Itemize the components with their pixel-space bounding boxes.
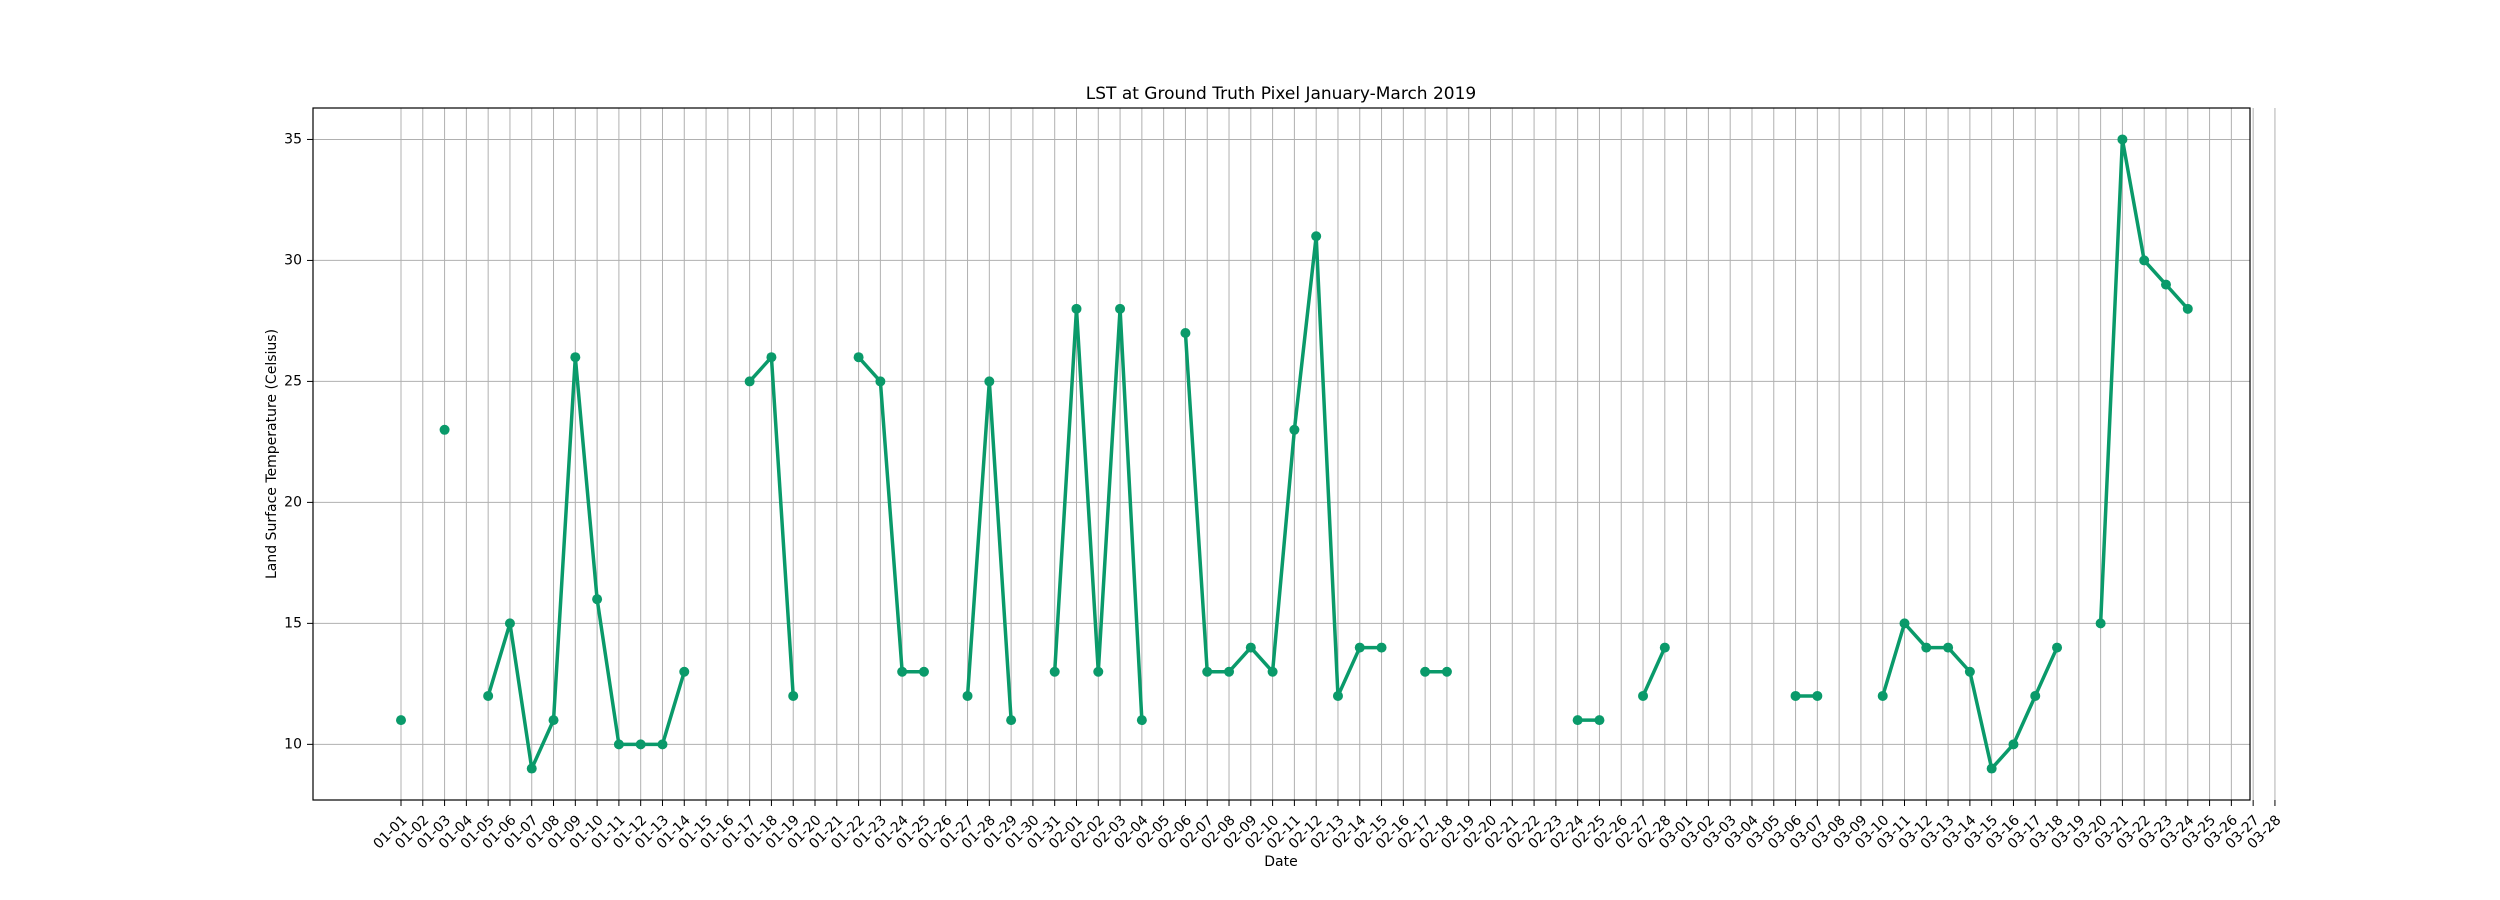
data-point-02-09 bbox=[1245, 642, 1256, 653]
data-point-01-27 bbox=[962, 690, 973, 701]
data-point-02-18 bbox=[1441, 666, 1452, 677]
data-point-02-07 bbox=[1202, 666, 1213, 677]
data-point-01-25 bbox=[918, 666, 929, 677]
y-tick-label: 10 bbox=[284, 736, 302, 752]
data-point-03-20 bbox=[2095, 618, 2106, 629]
data-point-03-22 bbox=[2139, 255, 2150, 266]
data-point-02-25 bbox=[1594, 715, 1605, 726]
data-point-03-13 bbox=[1943, 642, 1954, 653]
data-point-02-15 bbox=[1376, 642, 1387, 653]
data-point-01-24 bbox=[897, 666, 908, 677]
y-tick-label: 20 bbox=[284, 494, 302, 510]
data-point-01-23 bbox=[875, 376, 886, 387]
data-point-01-13 bbox=[657, 739, 668, 750]
series-line-segment bbox=[857, 356, 924, 674]
data-point-01-19 bbox=[788, 690, 799, 701]
data-point-02-27 bbox=[1638, 690, 1649, 701]
data-point-03-23 bbox=[2160, 279, 2171, 290]
data-point-03-21 bbox=[2117, 134, 2128, 145]
series-line-segment bbox=[486, 355, 686, 771]
data-point-02-01 bbox=[1071, 303, 1082, 314]
data-point-02-03 bbox=[1115, 303, 1126, 314]
data-point-01-17 bbox=[744, 376, 755, 387]
chart-title: LST at Ground Truth Pixel January-March … bbox=[1086, 84, 1476, 104]
data-point-01-09 bbox=[570, 352, 581, 363]
data-point-02-28 bbox=[1659, 642, 1670, 653]
data-point-01-28 bbox=[984, 376, 995, 387]
data-point-01-03 bbox=[439, 424, 450, 435]
y-axis-label: Land Surface Temperature (Celsius) bbox=[264, 329, 280, 579]
data-point-01-31 bbox=[1049, 666, 1060, 677]
data-point-03-07 bbox=[1812, 690, 1823, 701]
data-point-01-06 bbox=[504, 618, 515, 629]
data-point-02-12 bbox=[1311, 231, 1322, 242]
data-point-03-10 bbox=[1877, 690, 1888, 701]
data-point-03-11 bbox=[1899, 618, 1910, 629]
y-tick-label: 30 bbox=[284, 252, 302, 268]
data-point-02-10 bbox=[1267, 666, 1278, 677]
y-axis: 10 15 20 25 30 35 bbox=[284, 131, 313, 752]
data-point-02-04 bbox=[1136, 715, 1147, 726]
series-line-segment bbox=[1183, 234, 1382, 698]
series-line-segment bbox=[1641, 646, 1667, 697]
data-point-01-29 bbox=[1006, 715, 1017, 726]
data-point-01-18 bbox=[766, 352, 777, 363]
data-point-03-06 bbox=[1790, 690, 1801, 701]
data-point-01-22 bbox=[853, 352, 864, 363]
y-tick-label: 25 bbox=[284, 373, 302, 389]
data-point-01-08 bbox=[548, 715, 559, 726]
data-point-01-05 bbox=[483, 690, 494, 701]
data-point-02-14 bbox=[1354, 642, 1365, 653]
data-point-02-02 bbox=[1093, 666, 1104, 677]
data-point-01-14 bbox=[679, 666, 690, 677]
data-point-03-18 bbox=[2052, 642, 2063, 653]
data-point-01-07 bbox=[526, 763, 537, 774]
data-point-03-14 bbox=[1964, 666, 1975, 677]
data-point-02-17 bbox=[1420, 666, 1431, 677]
y-tick-label: 35 bbox=[284, 131, 302, 147]
data-point-01-11 bbox=[613, 739, 624, 750]
data-point-02-24 bbox=[1572, 715, 1583, 726]
data-point-01-10 bbox=[592, 594, 603, 605]
data-point-03-16 bbox=[2008, 739, 2019, 750]
data-point-02-06 bbox=[1180, 328, 1191, 339]
data-point-03-12 bbox=[1921, 642, 1932, 653]
data-point-02-08 bbox=[1224, 666, 1235, 677]
data-point-01-01 bbox=[396, 715, 406, 726]
data-point-03-15 bbox=[1986, 763, 1997, 774]
data-point-02-13 bbox=[1332, 690, 1343, 701]
data-point-03-17 bbox=[2030, 690, 2041, 701]
data-point-02-11 bbox=[1289, 424, 1300, 435]
plot-frame bbox=[312, 107, 2251, 801]
x-axis: 01-0101-0201-0301-0401-0501-0601-0701-08… bbox=[371, 800, 2285, 852]
series-lst bbox=[396, 134, 2193, 774]
y-tick-label: 15 bbox=[284, 615, 302, 631]
x-axis-label: Date bbox=[1264, 854, 1297, 870]
data-point-03-24 bbox=[2182, 303, 2193, 314]
data-point-01-12 bbox=[635, 739, 646, 750]
grid-lines bbox=[313, 108, 2276, 800]
